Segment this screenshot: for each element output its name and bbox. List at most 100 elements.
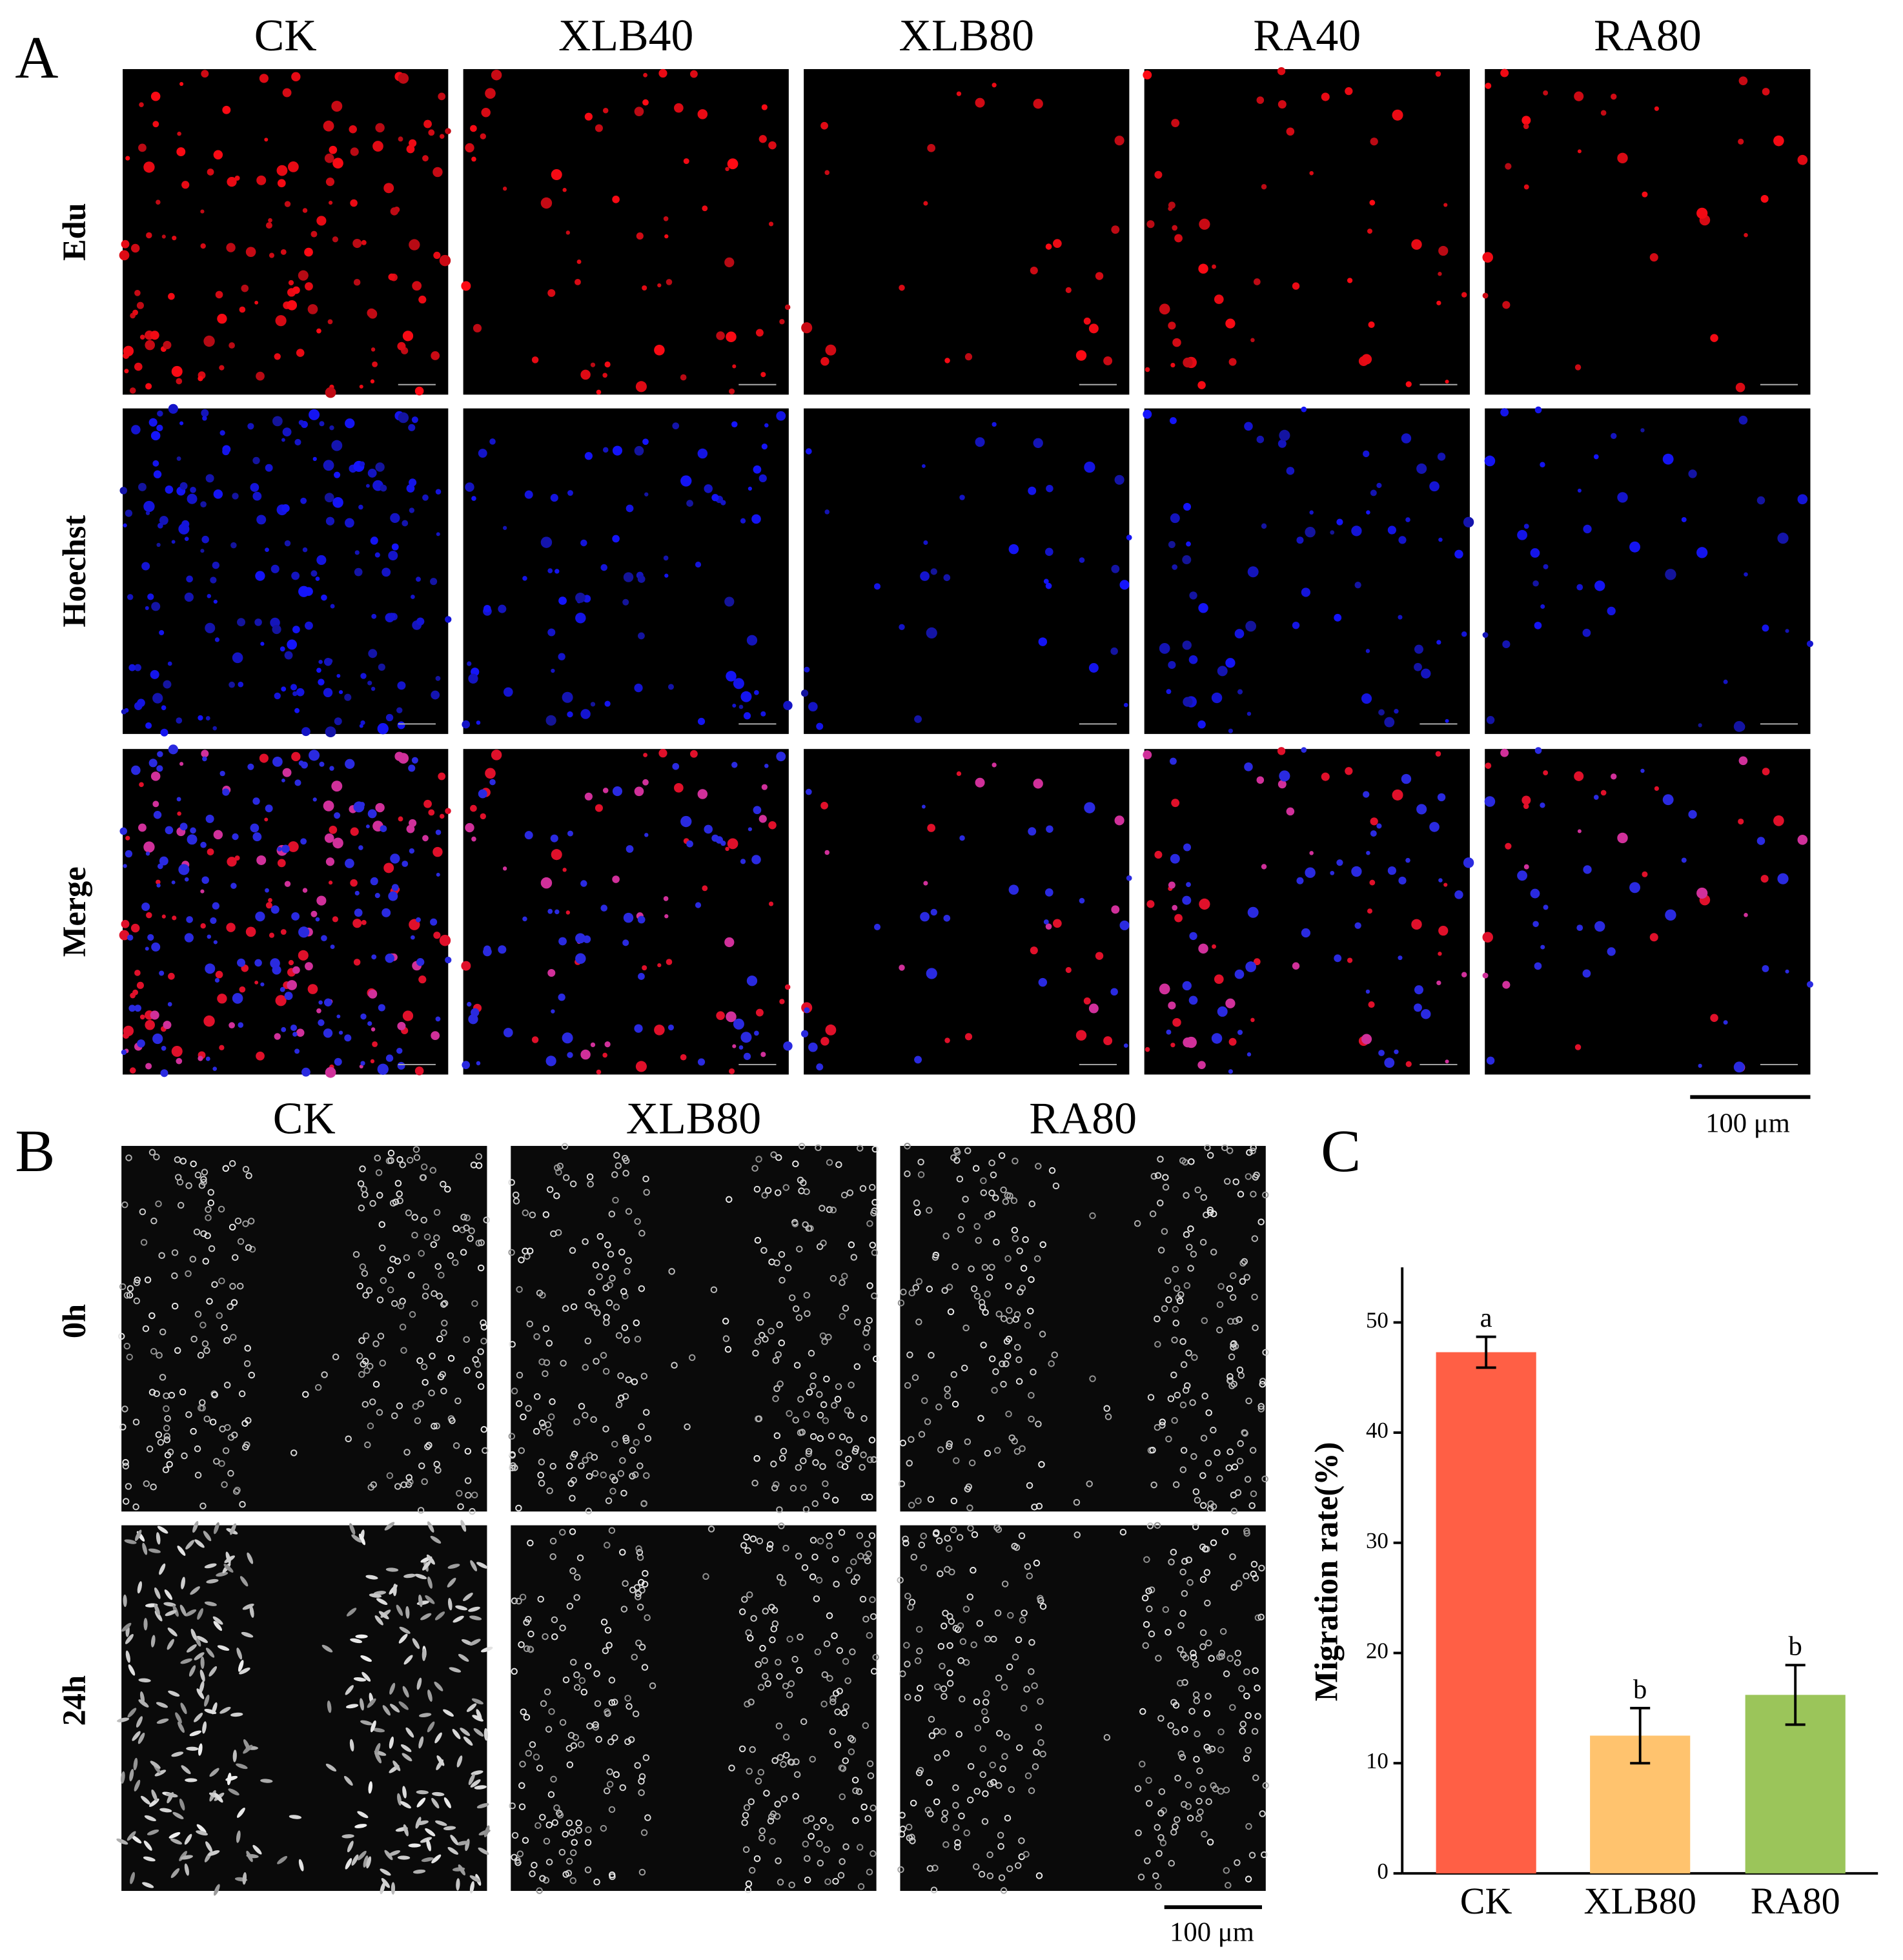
cell [870,1850,877,1857]
cell [935,1537,943,1544]
cell [1026,1482,1033,1489]
cell [411,1214,418,1221]
image-background [804,749,1130,1075]
cell [924,1418,931,1425]
cell [516,1371,524,1379]
cell [1177,1291,1185,1298]
cell [546,1429,553,1436]
cell [1154,850,1163,859]
cell [1505,163,1512,170]
cell [274,1033,281,1040]
cell [351,1854,359,1866]
cell [502,187,507,191]
cell [997,1832,1004,1839]
cell [1006,1663,1013,1671]
cell [1159,983,1170,995]
cell [321,594,327,601]
cell [390,853,400,864]
cell [944,1385,951,1393]
cell [209,1666,218,1677]
cell [977,1414,984,1422]
cell [642,285,647,291]
cell [540,536,553,548]
cell [542,1325,550,1332]
cell [185,1182,192,1189]
cell [1035,1502,1043,1510]
cell [464,1447,472,1455]
cell [584,1337,592,1345]
cell [1785,969,1789,974]
cell [354,908,363,917]
cell [1247,711,1252,716]
cell [809,1573,817,1580]
cell [161,234,166,239]
cell [1438,878,1443,883]
cell [186,916,193,923]
cell [743,1533,750,1541]
cell [238,1022,244,1028]
cell [642,779,649,786]
cell [605,1497,613,1504]
cell [755,1008,764,1017]
cell [562,1676,570,1684]
cell [952,1400,959,1408]
cell [753,1185,761,1193]
cell [436,1335,443,1343]
cell [439,813,445,819]
cell [418,295,427,304]
cell [937,1446,944,1453]
cell [748,1699,755,1706]
cell [291,72,301,82]
cell [471,836,476,842]
cell [625,1376,632,1383]
cell [153,1153,160,1161]
cell [822,1417,829,1424]
cell [774,1189,782,1196]
cell [633,1319,640,1327]
cell [585,1826,592,1833]
cell [1216,1475,1223,1482]
image-background [804,69,1130,395]
cell [1681,516,1687,522]
cell [1168,1558,1175,1566]
cell [1179,1401,1187,1409]
cell [1157,1199,1164,1207]
cell [1370,830,1377,837]
cell [864,1540,871,1547]
cell [199,1399,206,1406]
cell [361,1270,369,1277]
cell [211,1391,218,1398]
cell [237,618,246,627]
cell [456,1489,463,1497]
cell [431,690,440,700]
cell [680,475,692,487]
cell [536,1289,544,1297]
cell [772,1357,780,1364]
cell [615,1401,623,1409]
cell [1239,1278,1247,1285]
cell [534,1822,542,1829]
cell [186,1746,199,1751]
cell [690,70,698,78]
cell [406,484,415,493]
cell [156,883,161,888]
cell [804,1855,811,1863]
cell [163,1405,170,1413]
cell [833,1580,840,1587]
cell [1438,272,1442,276]
cell [1378,1050,1385,1056]
cell [1172,1728,1179,1736]
cell [519,1761,526,1768]
cell [1011,1542,1018,1550]
cell [376,1192,383,1199]
cell [567,830,573,837]
cell [1261,184,1267,190]
cell [805,788,812,795]
cell [371,954,377,960]
cell [402,861,409,867]
cell [966,1796,974,1804]
cell [921,1397,928,1404]
cell [710,1286,718,1293]
cell [165,1792,178,1798]
cell [431,1797,440,1809]
